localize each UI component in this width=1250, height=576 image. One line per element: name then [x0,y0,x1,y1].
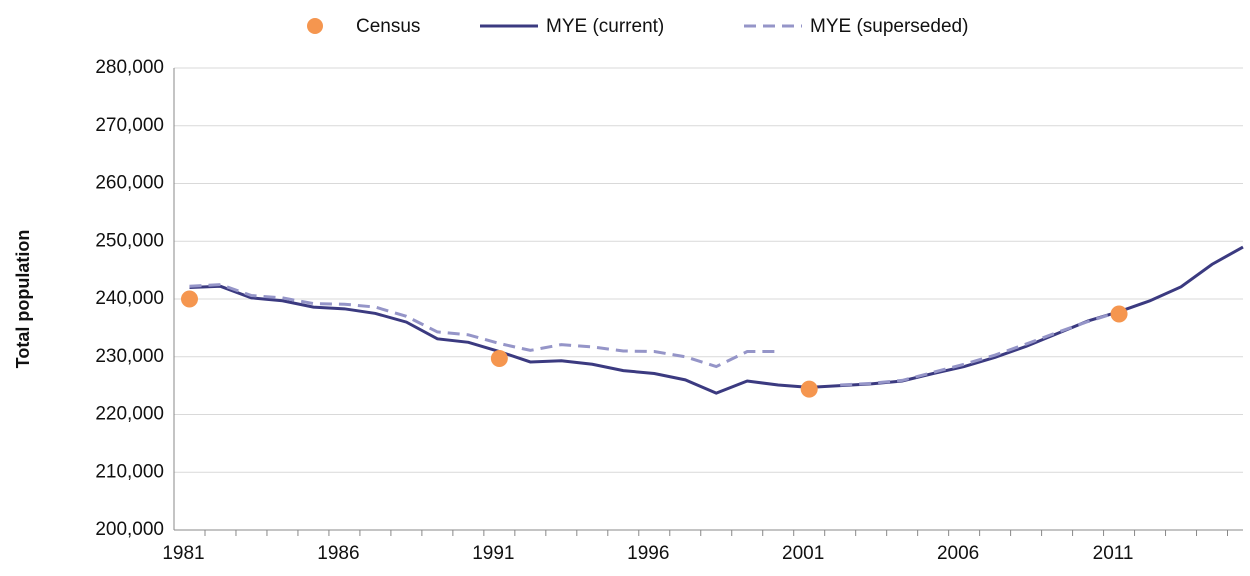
legend-label: Census [356,16,420,37]
y-tick-label: 240,000 [95,288,164,309]
legend-label: MYE (superseded) [810,16,968,37]
y-axis-label: Total population [13,230,33,369]
legend-marker [307,18,323,34]
y-tick-label: 280,000 [95,57,164,78]
y-tick-label: 210,000 [95,461,164,482]
legend-label: MYE (current) [546,16,664,37]
y-tick-label: 200,000 [95,519,164,540]
x-tick-label: 1991 [472,543,514,564]
series-line [189,245,1244,395]
x-tick-label: 1981 [162,543,204,564]
census-point [180,290,198,308]
y-tick-label: 230,000 [95,346,164,367]
census-point [800,380,818,398]
y-tick-label: 220,000 [95,404,164,425]
y-tick-label: 250,000 [95,230,164,251]
census-point [490,349,508,367]
x-tick-label: 1996 [627,543,669,564]
x-tick-label: 1986 [317,543,359,564]
x-tick-label: 2006 [937,543,979,564]
x-tick-label: 2001 [782,543,824,564]
y-tick-label: 260,000 [95,173,164,194]
series-line [189,283,1120,387]
x-tick-label: 2011 [1093,543,1134,564]
y-tick-label: 270,000 [95,115,164,136]
census-point [1110,305,1128,323]
